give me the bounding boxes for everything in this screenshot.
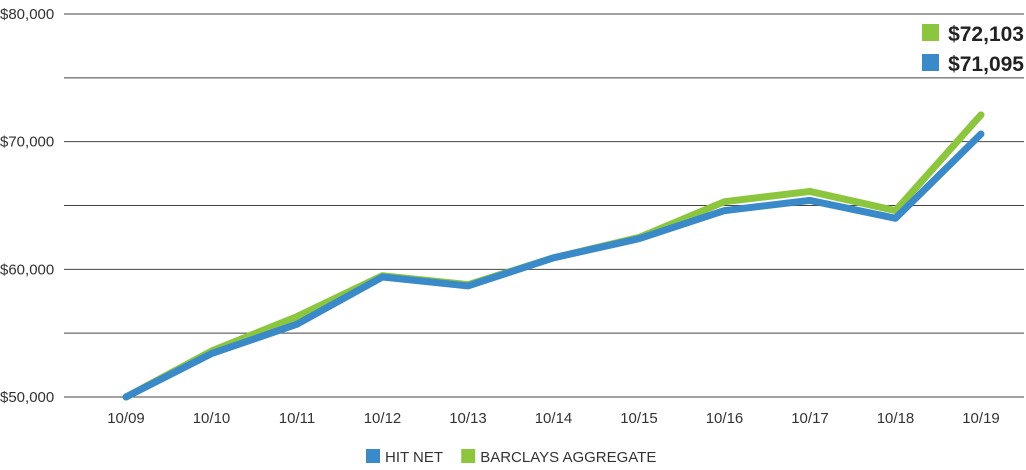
legend-swatch <box>366 449 380 463</box>
x-tick-label: 10/12 <box>364 410 402 427</box>
x-tick-label: 10/18 <box>877 410 915 427</box>
x-axis: 10/09 10/10 10/11 10/12 10/13 10/14 10/15 10/16… <box>107 410 1000 427</box>
series-lines <box>122 111 985 401</box>
y-tick-label: $50,000 <box>0 389 54 406</box>
end-value-labels: $72,103 $71,095 <box>922 23 1024 76</box>
end-label-swatch <box>922 54 939 71</box>
y-tick-label: $80,000 <box>0 6 54 23</box>
x-tick-label: 10/17 <box>791 410 829 427</box>
end-value-label: $71,095 <box>948 53 1024 76</box>
x-tick-label: 10/13 <box>449 410 487 427</box>
legend: HIT NET BARCLAYS AGGREGATE <box>366 449 656 466</box>
x-tick-label: 10/14 <box>535 410 573 427</box>
y-axis: $50,000 $60,000 $70,000 $80,000 <box>0 6 54 406</box>
legend-label: BARCLAYS AGGREGATE <box>480 449 656 466</box>
x-tick-label: 10/10 <box>193 410 231 427</box>
x-tick-label: 10/11 <box>279 410 315 427</box>
y-tick-label: $70,000 <box>0 134 54 151</box>
end-label-swatch <box>922 24 939 41</box>
legend-label: HIT NET <box>385 449 443 466</box>
end-value-label: $72,103 <box>948 23 1024 46</box>
legend-swatch <box>461 449 476 463</box>
x-tick-label: 10/15 <box>620 410 658 427</box>
x-tick-label: 10/19 <box>962 410 1000 427</box>
x-tick-label: 10/09 <box>107 410 145 427</box>
x-tick-label: 10/16 <box>706 410 744 427</box>
y-tick-label: $60,000 <box>0 261 54 278</box>
gridlines <box>64 13 1024 398</box>
series-line-hit-net <box>122 130 985 401</box>
